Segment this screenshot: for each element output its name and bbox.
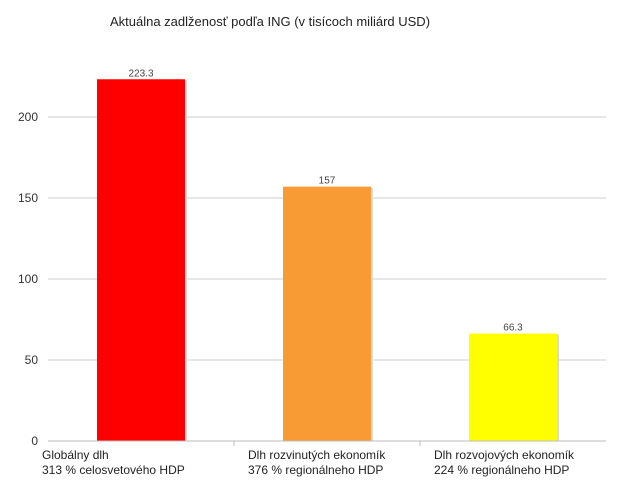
data-labels: 223.3 157 66.3 xyxy=(128,68,523,333)
bar xyxy=(469,333,557,441)
bar xyxy=(283,186,371,441)
y-tick-label: 0 xyxy=(31,434,38,448)
data-label: 66.3 xyxy=(503,323,523,334)
data-label: 223.3 xyxy=(128,68,153,79)
y-tick-label: 50 xyxy=(25,353,39,367)
y-axis-ticks: 0 50 100 150 200 xyxy=(18,110,38,448)
y-tick-label: 150 xyxy=(18,191,38,205)
category-label-line2: 376 % regionálneho HDP xyxy=(248,463,383,477)
chart-title: Aktuálna zadlženosť podľa ING (v tisícoc… xyxy=(109,14,431,29)
y-tick-label: 100 xyxy=(18,272,38,286)
y-tick-label: 200 xyxy=(18,110,38,124)
category-label-line2: 224 % regionálneho HDP xyxy=(434,463,569,477)
category-label-line1: Dlh rozvinutých ekonomík xyxy=(248,448,386,462)
bar xyxy=(97,79,185,441)
data-label: 157 xyxy=(319,176,336,187)
category-label-line1: Dlh rozvojových ekonomík xyxy=(434,448,575,462)
bars xyxy=(97,79,559,441)
category-label-line2: 313 % celosvetového HDP xyxy=(42,463,185,477)
category-label-line1: Globálny dlh xyxy=(42,448,109,462)
